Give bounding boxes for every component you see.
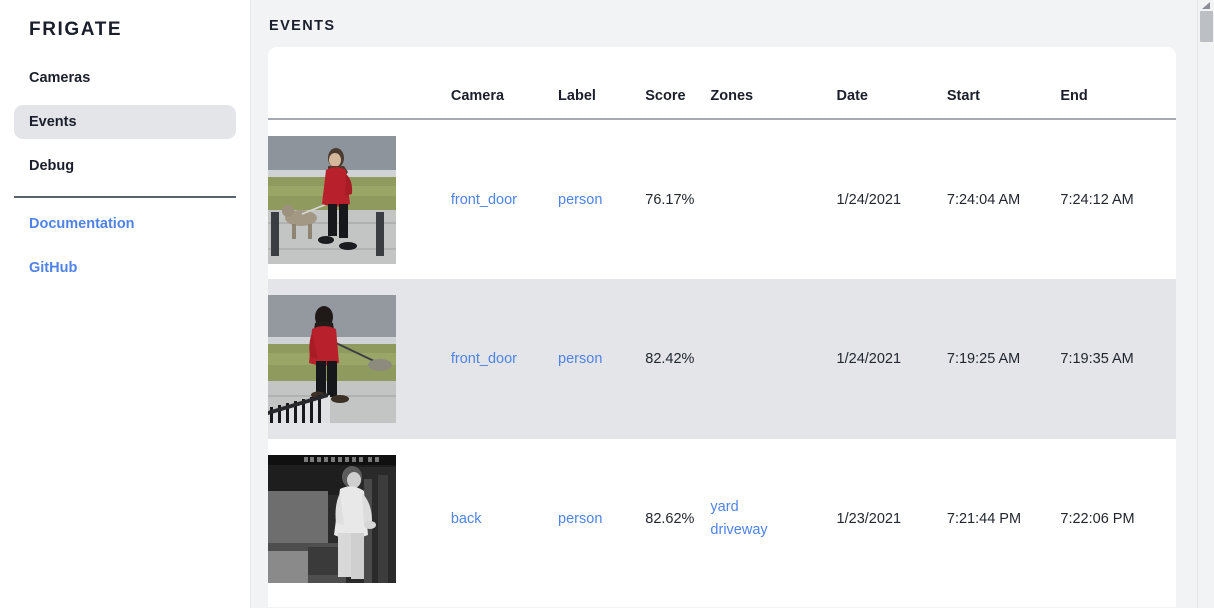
events-table-body: front_door person 76.17% 1/24/2021 7:24:… bbox=[268, 119, 1176, 599]
main-content: EVENTS Camera Label Score Zones Date bbox=[251, 0, 1214, 608]
table-row[interactable]: front_door person 76.17% 1/24/2021 7:24:… bbox=[268, 119, 1176, 279]
column-header-camera[interactable]: Camera bbox=[450, 47, 559, 120]
event-camera-cell: back bbox=[451, 439, 558, 599]
event-thumbnail-daylight-dog-walker[interactable] bbox=[268, 135, 396, 264]
sidebar-item-debug[interactable]: Debug bbox=[14, 149, 236, 183]
event-zones-cell bbox=[710, 279, 837, 439]
events-table-head: Camera Label Score Zones Date Start End bbox=[268, 47, 1176, 120]
column-header-zones[interactable]: Zones bbox=[710, 47, 837, 120]
event-start-cell: 7:21:44 PM bbox=[946, 511, 1022, 527]
table-header-row: Camera Label Score Zones Date Start End bbox=[268, 47, 1176, 120]
event-end-cell: 7:24:12 AM bbox=[1060, 191, 1134, 208]
event-date-cell: 1/23/2021 bbox=[836, 511, 902, 527]
event-start-cell: 7:24:04 AM bbox=[946, 191, 1021, 208]
page-title: EVENTS bbox=[269, 18, 336, 34]
column-header-label[interactable]: Label bbox=[558, 47, 646, 120]
event-thumbnail-daylight-person-behind[interactable] bbox=[268, 295, 396, 423]
event-thumbnail-cell bbox=[268, 279, 451, 439]
event-thumbnail-cell bbox=[268, 119, 451, 279]
app-brand: FRIGATE bbox=[29, 19, 123, 40]
event-label-link[interactable]: person bbox=[558, 351, 603, 367]
event-camera-cell: front_door bbox=[451, 119, 558, 279]
sidebar-item-events[interactable]: Events bbox=[14, 105, 236, 139]
event-label-cell: person bbox=[558, 279, 646, 439]
column-header-thumbnail[interactable] bbox=[268, 47, 451, 120]
sidebar-divider bbox=[14, 196, 236, 198]
event-score-cell: 82.62% bbox=[645, 511, 695, 527]
sidebar-item-cameras[interactable]: Cameras bbox=[14, 61, 236, 95]
events-card: Camera Label Score Zones Date Start End bbox=[268, 47, 1176, 607]
column-header-score[interactable]: Score bbox=[645, 47, 711, 120]
sidebar-item-label: Events bbox=[29, 114, 77, 130]
sidebar-link-label: GitHub bbox=[29, 260, 78, 276]
scrollbar-thumb[interactable] bbox=[1200, 11, 1213, 42]
event-camera-link[interactable]: back bbox=[450, 511, 482, 527]
event-date-cell: 1/24/2021 bbox=[836, 279, 947, 439]
event-thumbnail-night-infrared-person[interactable] bbox=[268, 455, 396, 583]
event-zone-link[interactable]: driveway bbox=[710, 522, 768, 538]
events-table: Camera Label Score Zones Date Start End bbox=[268, 47, 1176, 599]
event-camera-cell: front_door bbox=[450, 279, 559, 439]
event-camera-link[interactable]: front_door bbox=[450, 351, 517, 367]
sidebar-item-label: Debug bbox=[29, 158, 75, 174]
column-header-start[interactable]: Start bbox=[946, 47, 1061, 120]
page-scrollbar[interactable] bbox=[1197, 0, 1214, 608]
event-label-link[interactable]: person bbox=[558, 511, 603, 527]
sidebar-item-label: Cameras bbox=[29, 70, 91, 86]
event-score-cell: 76.17% bbox=[645, 191, 695, 208]
sidebar-link-github[interactable]: GitHub bbox=[14, 253, 236, 283]
sidebar-nav: Cameras Events Debug bbox=[0, 61, 250, 183]
sidebar: FRIGATE Cameras Events Debug Documentati… bbox=[0, 0, 251, 608]
sidebar-link-label: Documentation bbox=[29, 216, 135, 232]
event-camera-link[interactable]: front_door bbox=[450, 191, 517, 208]
table-row[interactable]: back person 82.62% yard driveway 1/23/20… bbox=[268, 439, 1176, 599]
event-date-cell: 1/24/2021 bbox=[836, 191, 902, 208]
event-end-cell: 7:19:35 AM bbox=[1060, 279, 1176, 439]
event-start-cell: 7:19:25 AM bbox=[946, 279, 1061, 439]
event-label-cell: person bbox=[558, 119, 645, 279]
event-thumbnail-cell bbox=[268, 439, 451, 599]
event-label-link[interactable]: person bbox=[558, 191, 603, 208]
event-zones-cell: yard driveway bbox=[710, 439, 836, 599]
column-header-date[interactable]: Date bbox=[836, 47, 947, 120]
event-zones-cell bbox=[710, 119, 836, 279]
scroll-up-arrow-icon[interactable] bbox=[1198, 0, 1214, 11]
event-zone-link[interactable]: yard bbox=[710, 499, 739, 515]
event-label-cell: person bbox=[558, 439, 645, 599]
event-score-cell: 82.42% bbox=[645, 279, 711, 439]
table-row[interactable]: front_door person 82.42% 1/24/2021 7:19:… bbox=[268, 279, 1176, 439]
event-end-cell: 7:22:06 PM bbox=[1060, 511, 1135, 527]
sidebar-link-documentation[interactable]: Documentation bbox=[14, 209, 236, 239]
column-header-end[interactable]: End bbox=[1060, 47, 1176, 120]
